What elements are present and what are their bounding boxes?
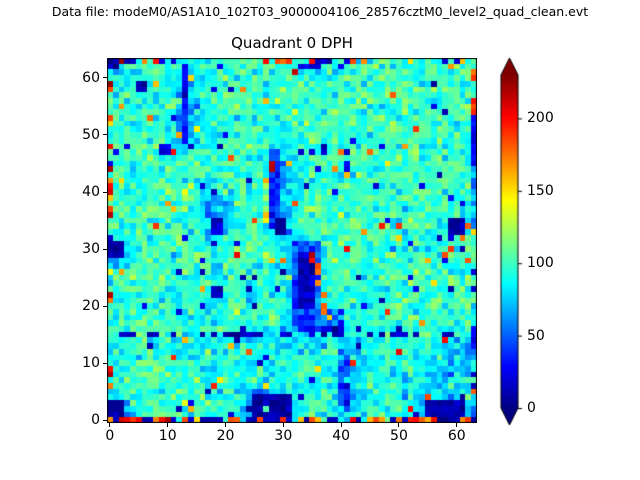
- colorbar-tick-label: 100: [527, 255, 554, 272]
- x-tick-label: 0: [105, 428, 115, 444]
- y-tick-mark: [103, 305, 107, 307]
- colorbar-tick-label: 150: [527, 182, 554, 199]
- plot-title: Quadrant 0 DPH: [231, 34, 353, 52]
- x-tick-mark: [225, 423, 227, 427]
- x-tick-label: 60: [447, 428, 466, 444]
- x-tick-label: 10: [158, 428, 177, 444]
- y-tick-mark: [103, 191, 107, 193]
- y-tick-mark: [103, 248, 107, 250]
- x-tick-label: 20: [216, 428, 235, 444]
- x-tick-mark: [282, 423, 284, 427]
- x-tick-mark: [167, 423, 169, 427]
- y-tick-label: 0: [91, 412, 100, 429]
- dph-heatmap: [107, 58, 477, 423]
- y-tick-label: 60: [82, 69, 100, 86]
- x-tick-label: 50: [390, 428, 408, 444]
- y-tick-mark: [103, 134, 107, 136]
- datafile-label: Data file: modeM0/AS1A10_102T03_90000041…: [51, 4, 589, 19]
- x-tick-mark: [340, 423, 342, 427]
- x-tick-mark: [398, 423, 400, 427]
- y-tick-label: 50: [82, 126, 100, 143]
- y-tick-label: 20: [82, 298, 100, 315]
- y-tick-mark: [103, 362, 107, 364]
- colorbar-tick-label: 50: [527, 327, 545, 344]
- colorbar: [494, 50, 554, 435]
- y-tick-mark: [103, 419, 107, 421]
- colorbar-tick-label: 200: [527, 110, 554, 127]
- y-tick-label: 10: [82, 355, 100, 372]
- y-tick-label: 40: [82, 184, 100, 201]
- colorbar-tick-label: 0: [527, 400, 536, 416]
- x-tick-label: 40: [332, 428, 351, 444]
- x-tick-mark: [109, 423, 111, 427]
- x-tick-label: 30: [274, 428, 293, 444]
- y-tick-label: 30: [82, 241, 100, 258]
- y-tick-mark: [103, 77, 107, 79]
- x-tick-mark: [456, 423, 458, 427]
